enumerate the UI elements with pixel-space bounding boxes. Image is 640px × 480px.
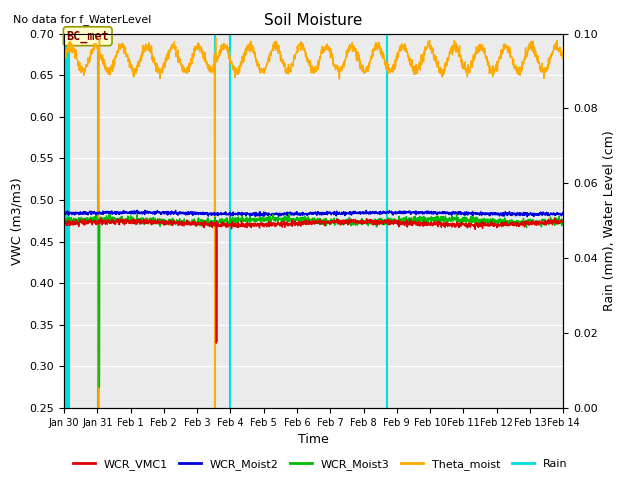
Text: No data for f_WaterLevel: No data for f_WaterLevel [13, 14, 151, 25]
Y-axis label: Rain (mm), Water Level (cm): Rain (mm), Water Level (cm) [604, 131, 616, 311]
Text: BC_met: BC_met [67, 30, 109, 43]
Title: Soil Moisture: Soil Moisture [264, 13, 363, 28]
Legend: WCR_VMC1, WCR_Moist2, WCR_Moist3, Theta_moist, Rain: WCR_VMC1, WCR_Moist2, WCR_Moist3, Theta_… [68, 455, 572, 474]
X-axis label: Time: Time [298, 433, 329, 446]
Y-axis label: VWC (m3/m3): VWC (m3/m3) [11, 177, 24, 264]
